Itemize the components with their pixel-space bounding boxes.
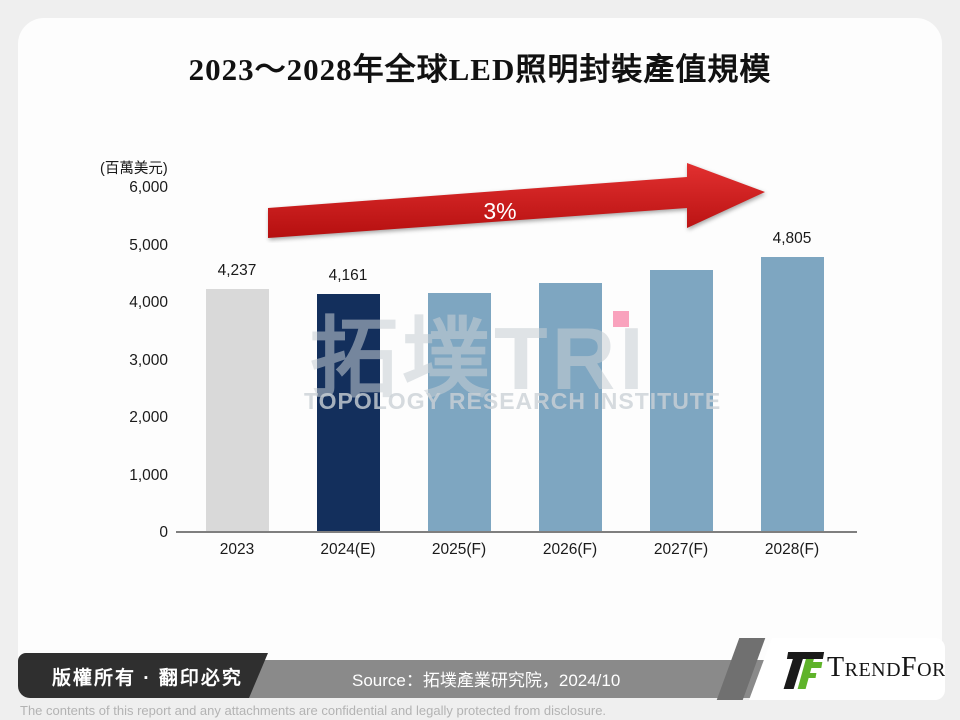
y-axis-tick-5,000: 5,000 bbox=[129, 236, 168, 254]
watermark-tri-logo-text: 拓墣TRI bbox=[310, 309, 648, 408]
x-axis-line bbox=[176, 531, 857, 533]
bar-2028(F) bbox=[761, 257, 824, 533]
value-label-2028(F): 4,805 bbox=[772, 230, 812, 247]
x-axis-label-2027(F): 2027(F) bbox=[653, 541, 709, 558]
trendforce-logo-icon bbox=[783, 652, 825, 689]
x-axis-label-2028(F): 2028(F) bbox=[764, 541, 820, 558]
y-axis-tick-6,000: 6,000 bbox=[129, 179, 168, 196]
y-axis-tick-1,000: 1,000 bbox=[129, 466, 168, 484]
watermark-institute-text: TOPOLOGY RESEARCH INSTITUTE bbox=[304, 388, 722, 414]
x-axis-label-2026(F): 2026(F) bbox=[542, 541, 598, 558]
chart-title: 2023～2028年全球LED照明封裝產值規模 bbox=[188, 52, 772, 87]
bar-2027(F) bbox=[650, 270, 713, 533]
x-axis-label-2024(E): 2024(E) bbox=[320, 541, 376, 558]
bar-2025(F) bbox=[428, 293, 491, 533]
x-axis-label-2025(F): 2025(F) bbox=[431, 541, 487, 558]
source-text: Source：拓墣產業研究院，2024/10 bbox=[352, 671, 621, 690]
bar-2024(E) bbox=[317, 294, 380, 533]
y-axis-tick-3,000: 3,000 bbox=[129, 351, 168, 369]
disclaimer-text: The contents of this report and any atta… bbox=[20, 703, 607, 718]
source-bar bbox=[235, 660, 775, 698]
value-label-2023: 4,237 bbox=[217, 262, 257, 279]
growth-arrow-shape bbox=[268, 163, 765, 238]
trendforce-wordmark: TrendForce bbox=[827, 652, 960, 683]
growth-trend-arrow bbox=[268, 163, 765, 238]
x-axis-label-2023: 2023 bbox=[219, 541, 255, 558]
copyright-badge: 版權所有 · 翻印必究 bbox=[18, 653, 268, 698]
y-axis-tick-4,000: 4,000 bbox=[129, 294, 168, 311]
y-axis-tick-2,000: 2,000 bbox=[129, 409, 168, 426]
y-axis-tick-0: 0 bbox=[159, 524, 168, 541]
growth-rate-label: 3% bbox=[483, 198, 517, 224]
value-label-2024(E): 4,161 bbox=[328, 267, 368, 284]
pink-square-marker bbox=[613, 311, 629, 327]
y-axis-unit-label: (百萬美元) bbox=[100, 161, 168, 177]
bar-2023 bbox=[206, 289, 269, 533]
trendforce-logo-plate: TrendForce bbox=[749, 638, 945, 700]
bar-2026(F) bbox=[539, 283, 602, 533]
copyright-text: 版權所有 · 翻印必究 bbox=[52, 668, 243, 689]
